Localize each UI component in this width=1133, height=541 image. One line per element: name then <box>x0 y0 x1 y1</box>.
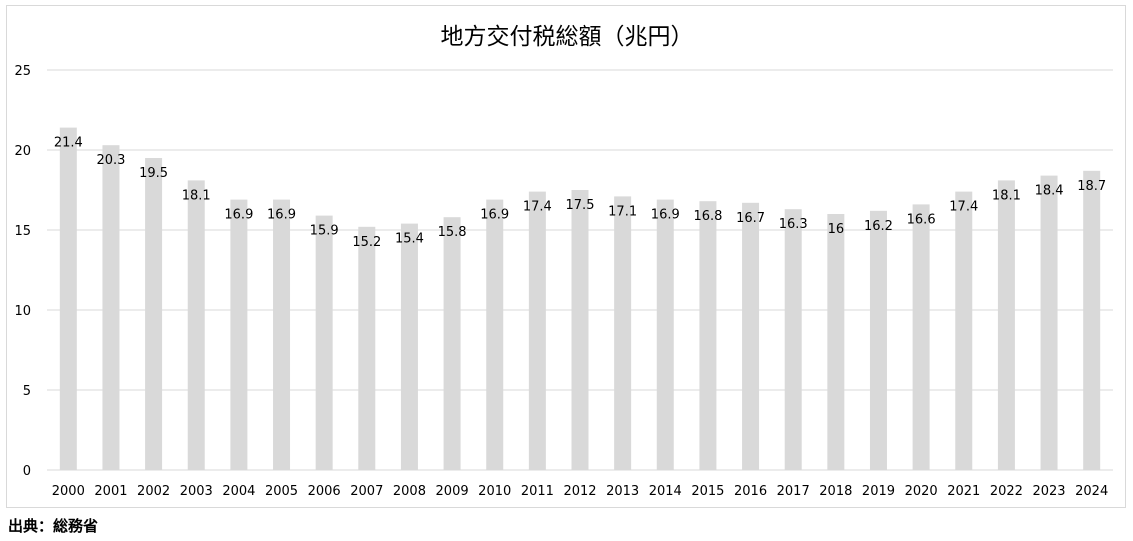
data-label: 17.1 <box>608 204 637 219</box>
data-label: 16.9 <box>480 208 509 223</box>
bar <box>912 204 930 470</box>
x-tick-label: 2018 <box>819 484 852 499</box>
x-tick-label: 2005 <box>265 484 298 499</box>
data-label: 18.1 <box>992 188 1021 203</box>
y-tick-label: 5 <box>23 384 31 399</box>
y-tick-label: 15 <box>14 224 31 239</box>
bar <box>869 210 887 471</box>
data-label: 17.4 <box>949 200 978 215</box>
data-label: 17.5 <box>566 198 595 213</box>
data-label: 15.9 <box>310 224 339 239</box>
x-tick-label: 2000 <box>52 484 85 499</box>
bar <box>656 199 674 470</box>
bar <box>145 158 163 470</box>
bar <box>1083 170 1101 471</box>
x-tick-label: 2024 <box>1075 484 1108 499</box>
x-tick-label: 2020 <box>905 484 938 499</box>
data-label: 15.4 <box>395 232 424 247</box>
y-tick-label: 0 <box>23 464 31 479</box>
data-label: 18.4 <box>1035 184 1064 199</box>
bar <box>699 201 717 470</box>
bar <box>784 209 802 470</box>
bar <box>273 199 291 470</box>
bar <box>614 196 632 470</box>
bar <box>400 223 418 470</box>
x-tick-label: 2002 <box>137 484 170 499</box>
data-labels: 21.4 20.3 19.5 18.1 16.9 16.9 15.9 15.2 15.4 15.8… <box>54 136 1106 250</box>
source-note: 出典：総務省 <box>8 517 99 535</box>
data-label: 16 <box>828 222 845 237</box>
data-label: 20.3 <box>96 153 125 168</box>
bar <box>102 145 120 470</box>
data-label: 19.5 <box>139 166 168 181</box>
data-label: 21.4 <box>54 136 83 151</box>
chart-title: 地方交付税総額（兆円） <box>441 24 694 50</box>
x-tick-label: 2003 <box>180 484 213 499</box>
bar <box>358 226 376 470</box>
bar-chart: 地方交付税総額（兆円） 0 5 10 15 20 25 21.4 20.3 19.5 18.1 1… <box>14 24 1113 499</box>
x-tick-label: 2022 <box>990 484 1023 499</box>
x-tick-label: 2009 <box>436 484 469 499</box>
y-tick-label: 25 <box>14 64 31 79</box>
x-tick-label: 2001 <box>94 484 127 499</box>
data-label: 16.9 <box>267 208 296 223</box>
bar <box>528 191 546 470</box>
bar <box>997 180 1015 470</box>
data-label: 16.3 <box>779 217 808 232</box>
data-label: 15.8 <box>438 225 467 240</box>
bar <box>187 180 205 470</box>
data-label: 16.9 <box>224 208 253 223</box>
y-tick-label: 20 <box>14 144 31 159</box>
x-tick-label: 2021 <box>947 484 980 499</box>
bar <box>827 214 845 470</box>
x-tick-label: 2016 <box>734 484 767 499</box>
x-tick-label: 2006 <box>308 484 341 499</box>
data-label: 16.9 <box>651 208 680 223</box>
bars <box>59 127 1101 471</box>
data-label: 16.2 <box>864 219 893 234</box>
x-tick-label: 2010 <box>478 484 511 499</box>
bar <box>742 202 760 471</box>
bar <box>443 217 461 470</box>
chart-frame: 地方交付税総額（兆円） 0 5 10 15 20 25 21.4 20.3 19.5 18.1 1… <box>6 5 1126 508</box>
bar <box>1040 175 1058 470</box>
data-label: 18.1 <box>182 188 211 203</box>
x-tick-label: 2011 <box>521 484 554 499</box>
x-axis-tick-labels: 2000 2001 2002 2003 2004 2005 2006 2007 2008 2009… <box>52 484 1108 499</box>
x-tick-label: 2012 <box>563 484 596 499</box>
bar <box>571 190 589 470</box>
bar <box>315 215 333 470</box>
x-tick-label: 2014 <box>649 484 682 499</box>
data-label: 15.2 <box>352 235 381 250</box>
data-label: 17.4 <box>523 200 552 215</box>
y-tick-label: 10 <box>14 304 31 319</box>
y-axis-tick-labels: 0 5 10 15 20 25 <box>14 64 31 479</box>
data-label: 16.8 <box>693 209 722 224</box>
x-tick-label: 2015 <box>691 484 724 499</box>
x-tick-label: 2013 <box>606 484 639 499</box>
x-tick-label: 2023 <box>1032 484 1065 499</box>
x-tick-label: 2004 <box>222 484 255 499</box>
bar <box>486 199 504 470</box>
x-tick-label: 2008 <box>393 484 426 499</box>
bar <box>955 191 973 470</box>
data-label: 16.7 <box>736 211 765 226</box>
bar <box>59 127 77 470</box>
x-tick-label: 2007 <box>350 484 383 499</box>
data-label: 16.6 <box>907 212 936 227</box>
x-tick-label: 2019 <box>862 484 895 499</box>
x-tick-label: 2017 <box>777 484 810 499</box>
bar <box>230 199 248 470</box>
data-label: 18.7 <box>1077 179 1106 194</box>
